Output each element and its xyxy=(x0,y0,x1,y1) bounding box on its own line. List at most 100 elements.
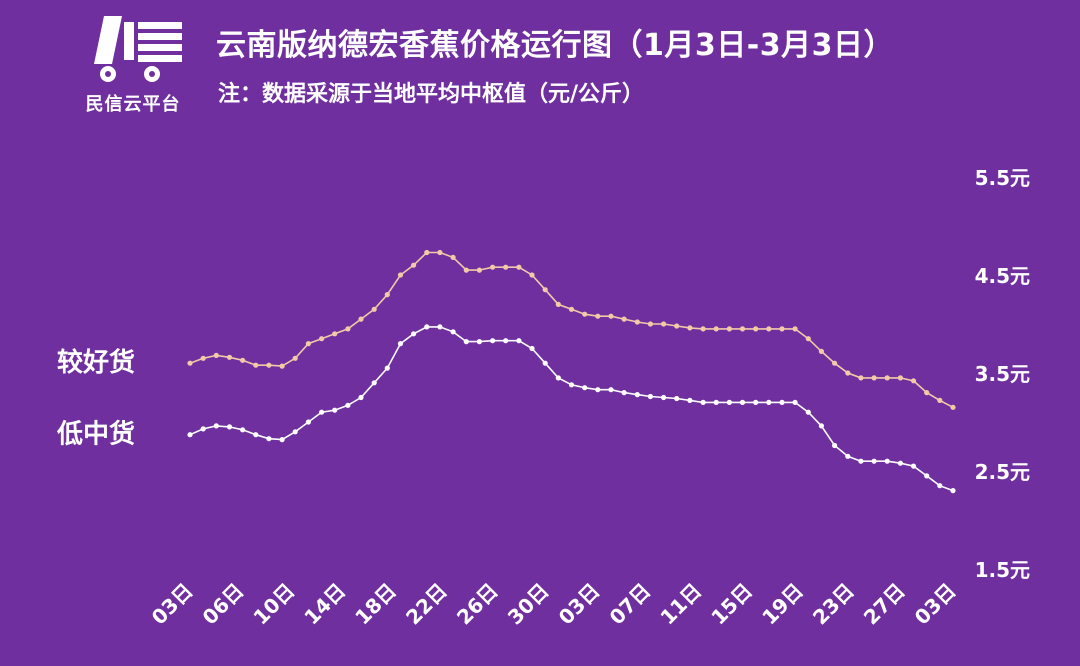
data-point xyxy=(305,419,311,425)
data-point xyxy=(792,399,798,405)
data-point xyxy=(266,362,272,368)
data-point xyxy=(779,399,785,405)
data-point xyxy=(739,326,746,332)
data-point xyxy=(213,352,219,358)
data-point xyxy=(713,399,719,405)
data-point xyxy=(319,409,325,415)
x-tick-label: 14日 xyxy=(299,579,350,630)
data-point xyxy=(937,397,943,403)
data-point xyxy=(910,378,917,384)
x-tick-label: 11日 xyxy=(655,579,706,630)
data-point xyxy=(950,488,956,494)
data-point xyxy=(424,249,430,256)
data-point xyxy=(529,272,535,278)
data-point xyxy=(411,331,417,337)
x-tick-label: 07日 xyxy=(605,579,656,630)
data-point xyxy=(503,338,509,344)
data-point xyxy=(595,313,601,319)
y-tick-label: 2.5元 xyxy=(975,460,1030,484)
data-point xyxy=(766,399,772,405)
x-tick-label: 26日 xyxy=(452,579,503,630)
data-point xyxy=(845,453,851,459)
x-tick-label: 15日 xyxy=(706,579,757,630)
data-point xyxy=(555,301,561,307)
data-point xyxy=(950,404,956,410)
data-point xyxy=(818,348,825,354)
data-point xyxy=(371,380,377,386)
data-point xyxy=(858,458,864,464)
x-tick-label: 22日 xyxy=(401,579,452,630)
data-point xyxy=(634,319,640,325)
series-label: 较好货 xyxy=(57,347,135,378)
data-point xyxy=(371,306,377,312)
data-point xyxy=(766,326,772,332)
data-point xyxy=(924,390,930,396)
data-point xyxy=(871,375,877,381)
x-tick-label: 23日 xyxy=(808,579,859,630)
data-point xyxy=(674,323,680,329)
data-point xyxy=(437,249,443,256)
data-point xyxy=(345,402,351,408)
truck-logo-icon xyxy=(94,16,182,82)
data-point xyxy=(187,432,193,438)
data-point xyxy=(279,363,285,369)
data-point xyxy=(897,375,904,381)
data-point xyxy=(858,375,864,381)
logo: 民信云平台 xyxy=(78,12,188,115)
data-point xyxy=(292,429,298,435)
data-point xyxy=(792,326,798,332)
data-point xyxy=(213,423,219,429)
data-point xyxy=(503,264,509,270)
data-point xyxy=(253,432,259,438)
data-point xyxy=(437,324,443,330)
data-point xyxy=(568,306,575,312)
data-point xyxy=(200,355,206,361)
data-point xyxy=(753,399,759,405)
data-point xyxy=(687,397,693,403)
data-point xyxy=(700,326,706,332)
x-tick-label: 03日 xyxy=(147,579,198,630)
data-point xyxy=(332,407,338,413)
data-point xyxy=(568,382,575,388)
data-point xyxy=(529,345,535,352)
data-point xyxy=(358,316,364,322)
logo-text: 民信云平台 xyxy=(85,94,181,115)
data-point xyxy=(739,399,746,405)
data-point xyxy=(871,458,877,464)
data-point xyxy=(200,426,206,432)
data-point xyxy=(411,262,417,268)
data-point xyxy=(924,473,930,479)
data-point xyxy=(910,463,917,469)
data-point xyxy=(463,339,469,345)
data-point xyxy=(305,341,311,347)
data-point xyxy=(845,370,851,376)
data-point xyxy=(358,394,364,401)
data-point xyxy=(818,423,825,429)
data-point xyxy=(713,326,719,332)
y-tick-label: 3.5元 xyxy=(975,362,1030,386)
x-tick-label: 03日 xyxy=(554,579,605,630)
data-point xyxy=(884,458,890,464)
y-tick-label: 1.5元 xyxy=(975,558,1030,582)
x-tick-label: 30日 xyxy=(503,579,554,630)
data-point xyxy=(884,375,890,381)
data-point xyxy=(621,390,627,396)
data-point xyxy=(240,357,246,363)
data-point xyxy=(608,313,614,319)
x-tick-label: 19日 xyxy=(757,579,808,630)
data-point xyxy=(805,409,811,415)
data-point xyxy=(832,360,838,366)
data-point xyxy=(621,316,627,322)
data-point xyxy=(582,311,588,317)
data-point xyxy=(240,427,246,433)
data-point xyxy=(424,324,430,330)
x-tick-label: 18日 xyxy=(350,579,401,630)
data-point xyxy=(542,287,548,293)
data-point xyxy=(805,336,811,342)
data-point xyxy=(726,326,733,332)
data-point xyxy=(266,436,272,442)
data-point xyxy=(726,399,733,405)
data-point xyxy=(292,355,298,361)
data-point xyxy=(397,272,404,278)
